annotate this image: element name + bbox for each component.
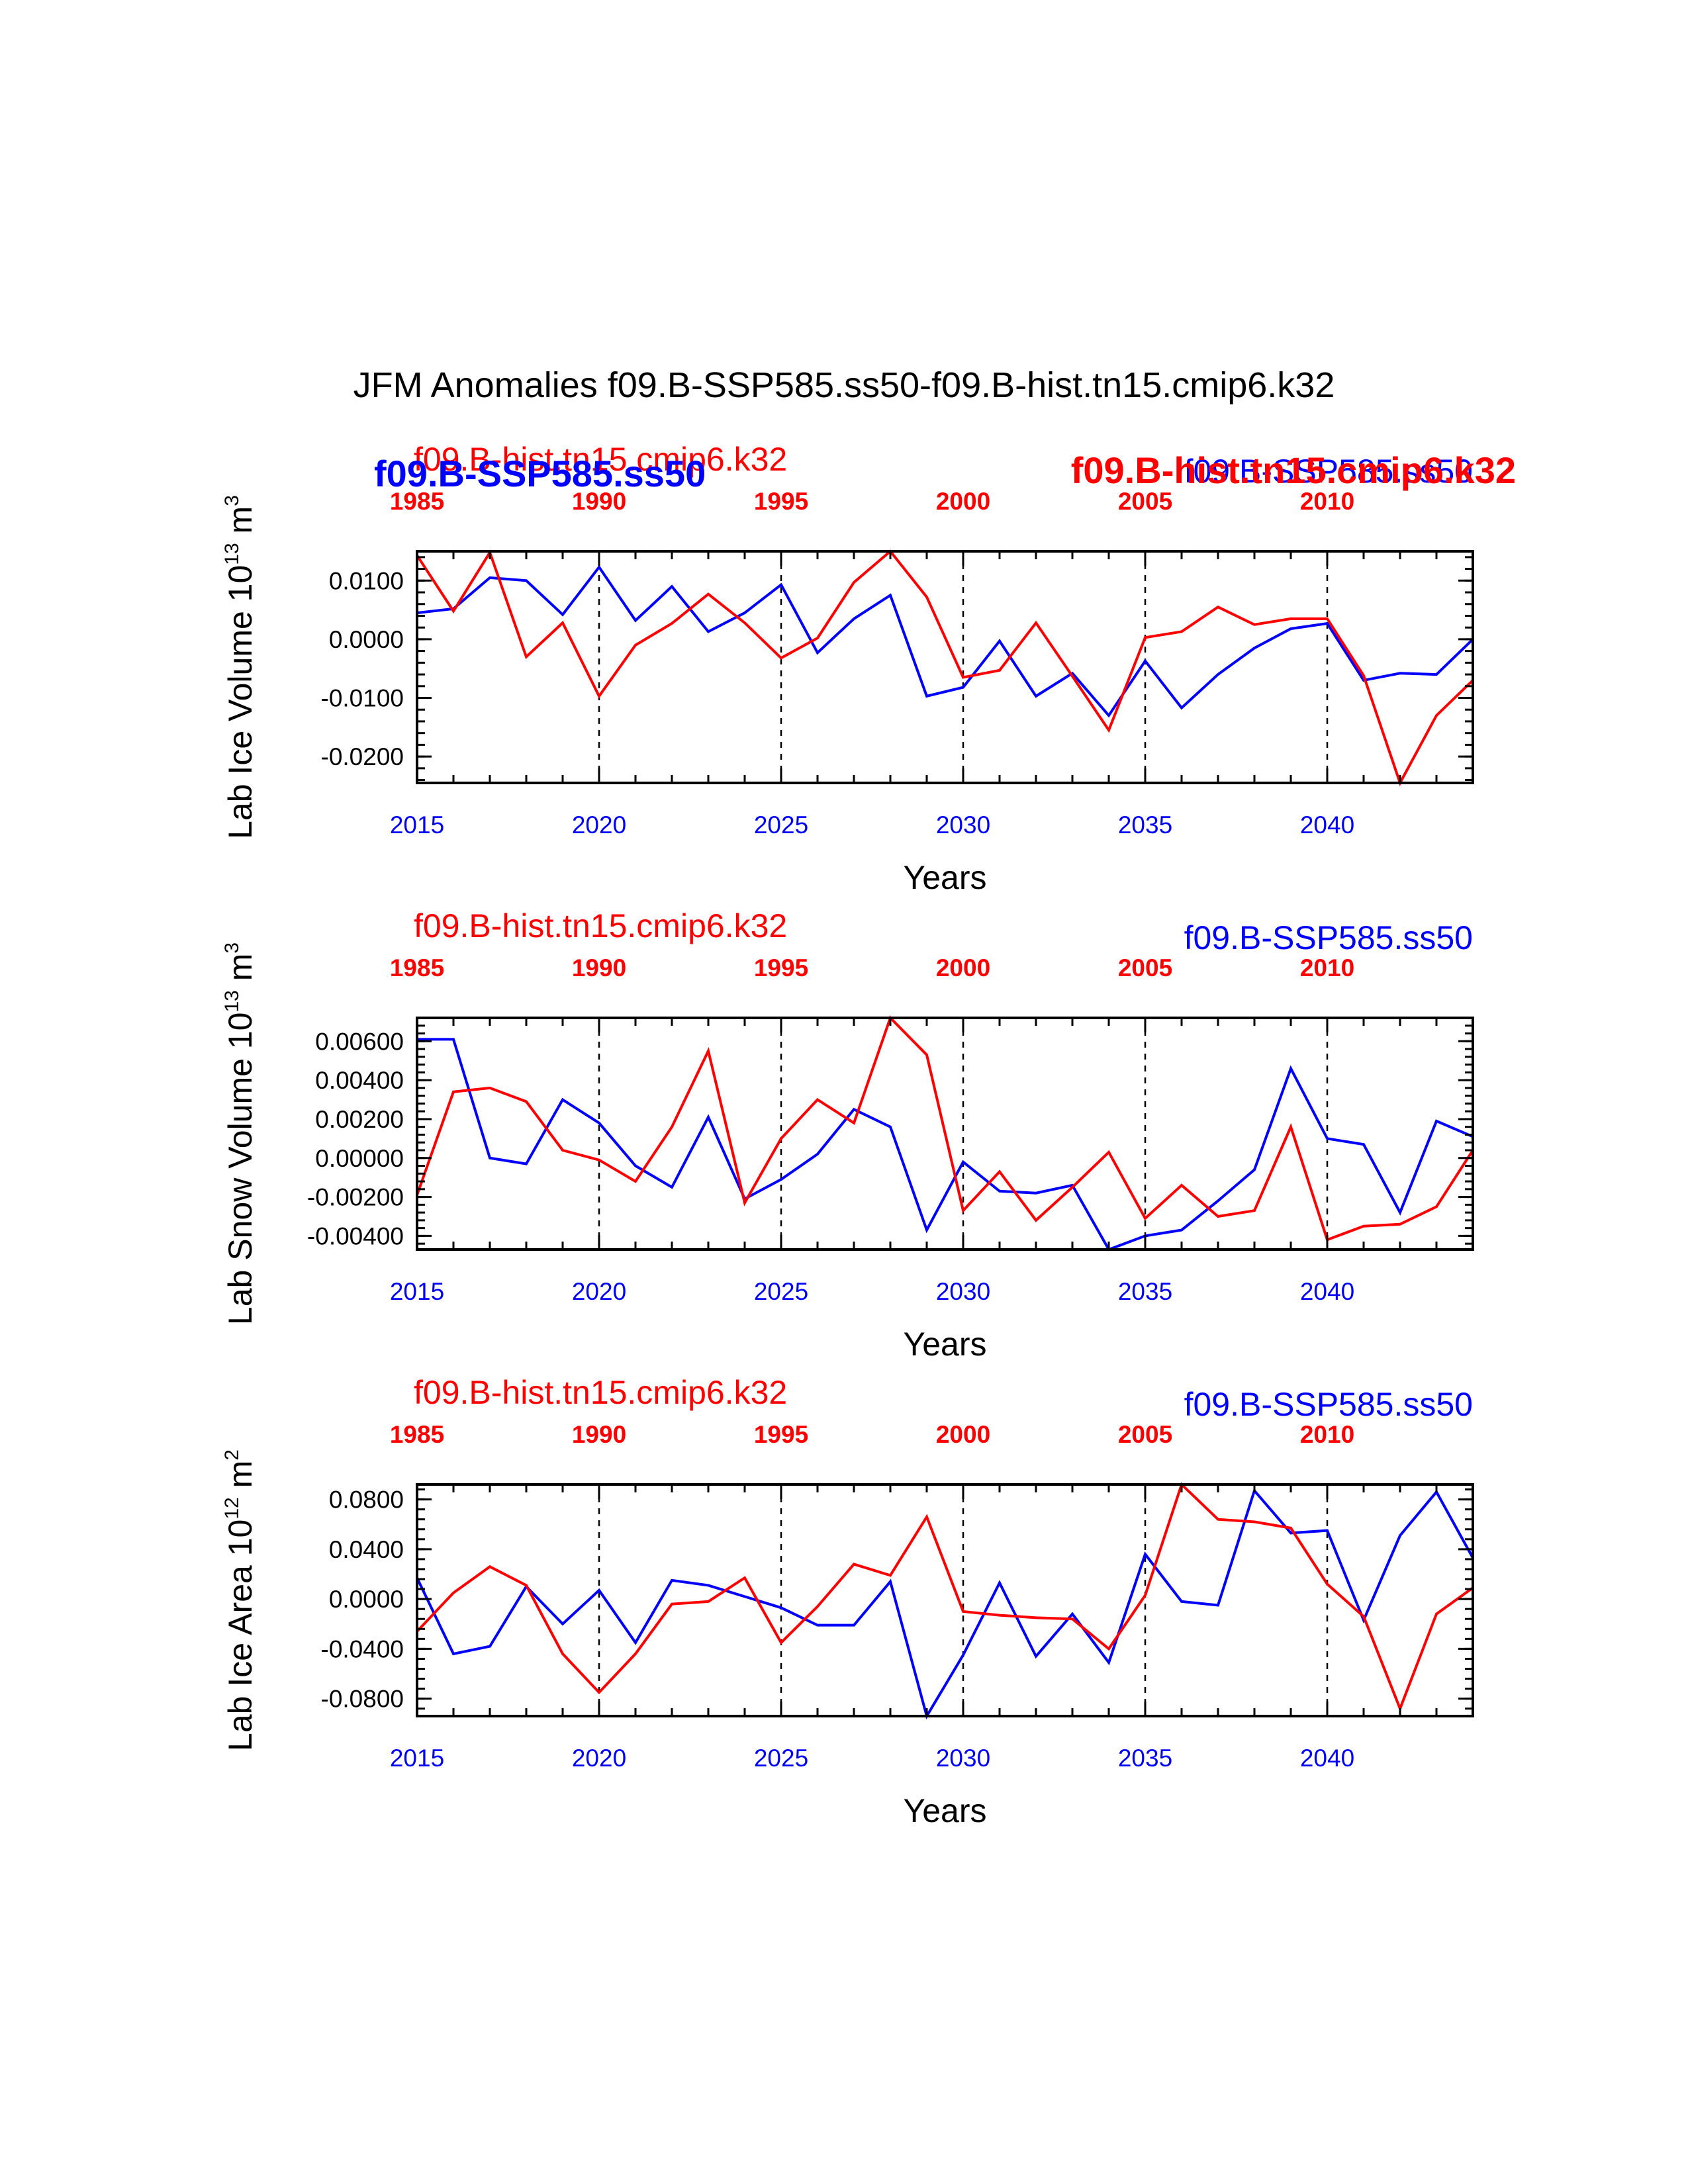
top-tick-label: 1995 <box>754 954 808 981</box>
ssp-run-label: f09.B-SSP585.ss50 <box>1184 919 1473 956</box>
y-axis-title-unit: m <box>222 506 259 543</box>
bottom-tick-label: 2040 <box>1300 1745 1354 1772</box>
bottom-tick-label: 2035 <box>1118 811 1172 839</box>
top-tick-label: 2005 <box>1118 1421 1172 1448</box>
y-tick-label: -0.0800 <box>321 1686 404 1713</box>
series-line-hist <box>416 1482 1474 1713</box>
series-line-hist <box>416 1015 1474 1242</box>
top-tick-label: 1990 <box>572 1421 626 1448</box>
y-tick-label: -0.00400 <box>307 1222 404 1250</box>
y-axis-title-exponent: 13 <box>221 543 243 565</box>
chart-panel-3: 0.0800 0.0400 0.0000 -0.0400 -0.0800 2015 2020… <box>221 1374 1474 1829</box>
y-tick-label: -0.0100 <box>321 685 404 712</box>
hist-run-label: f09.B-hist.tn15.cmip6.k32 <box>414 1374 787 1411</box>
bottom-tick-label: 2025 <box>754 1278 808 1305</box>
bottom-tick-label: 2040 <box>1300 811 1354 839</box>
top-tick-label: 2000 <box>936 1421 990 1448</box>
top-tick-label: 2010 <box>1300 954 1354 981</box>
bottom-tick-label: 2015 <box>390 811 444 839</box>
y-tick-label: 0.00600 <box>315 1028 404 1055</box>
ssp-run-label: f09.B-SSP585.ss50 <box>1184 453 1473 490</box>
y-axis-title-main: Lab Ice Area 10 <box>222 1520 259 1751</box>
bottom-tick-label: 2035 <box>1118 1278 1172 1305</box>
top-tick-label: 1990 <box>572 954 626 981</box>
y-axis-title: Lab Ice Area 1012 m2 <box>221 1449 259 1751</box>
series-line-hist <box>416 549 1474 786</box>
series-line-ssp585 <box>416 565 1474 718</box>
top-tick-label: 1990 <box>572 488 626 515</box>
hist-run-label: f09.B-hist.tn15.cmip6.k32 <box>414 907 787 944</box>
bottom-tick-label: 2020 <box>572 1745 626 1772</box>
bottom-tick-label: 2030 <box>936 811 990 839</box>
y-tick-label: -0.00200 <box>307 1184 404 1211</box>
bottom-tick-label: 2025 <box>754 1745 808 1772</box>
top-tick-label: 1995 <box>754 1421 808 1448</box>
top-tick-label: 2010 <box>1300 488 1354 515</box>
bottom-tick-label: 2030 <box>936 1278 990 1305</box>
y-axis-title-exponent: 13 <box>221 990 243 1012</box>
series-line-ssp585 <box>416 1488 1474 1720</box>
y-tick-label: 0.0000 <box>329 626 404 653</box>
y-tick-label: 0.0000 <box>329 1586 404 1613</box>
bottom-tick-label: 2020 <box>572 811 626 839</box>
y-axis-title-exponent: 12 <box>221 1497 243 1519</box>
bottom-tick-label: 2020 <box>572 1278 626 1305</box>
y-tick-label: 0.0400 <box>329 1536 404 1563</box>
chart-panel-2: 0.00600 0.00400 0.00200 0.00000 -0.00200 -0.0… <box>221 907 1474 1363</box>
y-tick-label: -0.0200 <box>321 743 404 770</box>
hist-run-label-bold: f09.B-hist.tn15.cmip6.k32 <box>1071 449 1516 491</box>
y-axis-title-unit: m <box>222 954 259 991</box>
y-axis-title-unit-exponent: 2 <box>221 1449 243 1461</box>
plot-frame <box>416 1483 1474 1717</box>
y-tick-label: 0.00200 <box>315 1106 404 1133</box>
bottom-tick-label: 2035 <box>1118 1745 1172 1772</box>
y-tick-label: -0.0400 <box>321 1635 404 1662</box>
y-axis-title-unit-exponent: 3 <box>221 495 243 506</box>
x-axis-title: Years <box>903 859 986 896</box>
y-tick-label: 0.0100 <box>329 567 404 594</box>
plot-frame <box>416 550 1474 784</box>
y-axis-title-main: Lab Snow Volume 10 <box>222 1013 259 1326</box>
y-axis-title: Lab Ice Volume 1013 m3 <box>221 495 259 839</box>
chart-panel-1: 0.0100 0.0000 -0.0100 -0.0200 2015 2020 2025 20… <box>221 441 1516 896</box>
y-tick-label: 0.0800 <box>329 1486 404 1514</box>
top-tick-label: 1985 <box>390 488 444 515</box>
top-tick-label: 1995 <box>754 488 808 515</box>
series-line-ssp585 <box>417 1038 1474 1251</box>
top-tick-label: 2005 <box>1118 954 1172 981</box>
ssp-run-label-bold: f09.B-SSP585.ss50 <box>374 453 706 494</box>
y-axis-title-main: Lab Ice Volume 10 <box>222 565 259 839</box>
bottom-tick-label: 2015 <box>390 1278 444 1305</box>
bottom-tick-label: 2025 <box>754 811 808 839</box>
x-axis-title: Years <box>903 1326 986 1363</box>
y-axis-title-unit: m <box>222 1461 259 1498</box>
top-tick-label: 2010 <box>1300 1421 1354 1448</box>
y-axis-title-unit-exponent: 3 <box>221 942 243 954</box>
x-axis-title: Years <box>903 1792 986 1829</box>
y-axis-title: Lab Snow Volume 1013 m3 <box>221 942 259 1325</box>
bottom-tick-label: 2015 <box>390 1745 444 1772</box>
ssp-run-label: f09.B-SSP585.ss50 <box>1184 1386 1473 1423</box>
top-tick-label: 1985 <box>390 1421 444 1448</box>
hist-run-label: f09.B-hist.tn15.cmip6.k32 <box>414 441 787 478</box>
top-tick-label: 2005 <box>1118 488 1172 515</box>
top-tick-label: 1985 <box>390 954 444 981</box>
bottom-tick-label: 2040 <box>1300 1278 1354 1305</box>
main-title: JFM Anomalies f09.B-SSP585.ss50-f09.B-hi… <box>353 365 1335 405</box>
y-tick-label: 0.00400 <box>315 1067 404 1094</box>
bottom-tick-label: 2030 <box>936 1745 990 1772</box>
top-tick-label: 2000 <box>936 954 990 981</box>
top-tick-label: 2000 <box>936 488 990 515</box>
y-tick-label: 0.00000 <box>315 1145 404 1172</box>
